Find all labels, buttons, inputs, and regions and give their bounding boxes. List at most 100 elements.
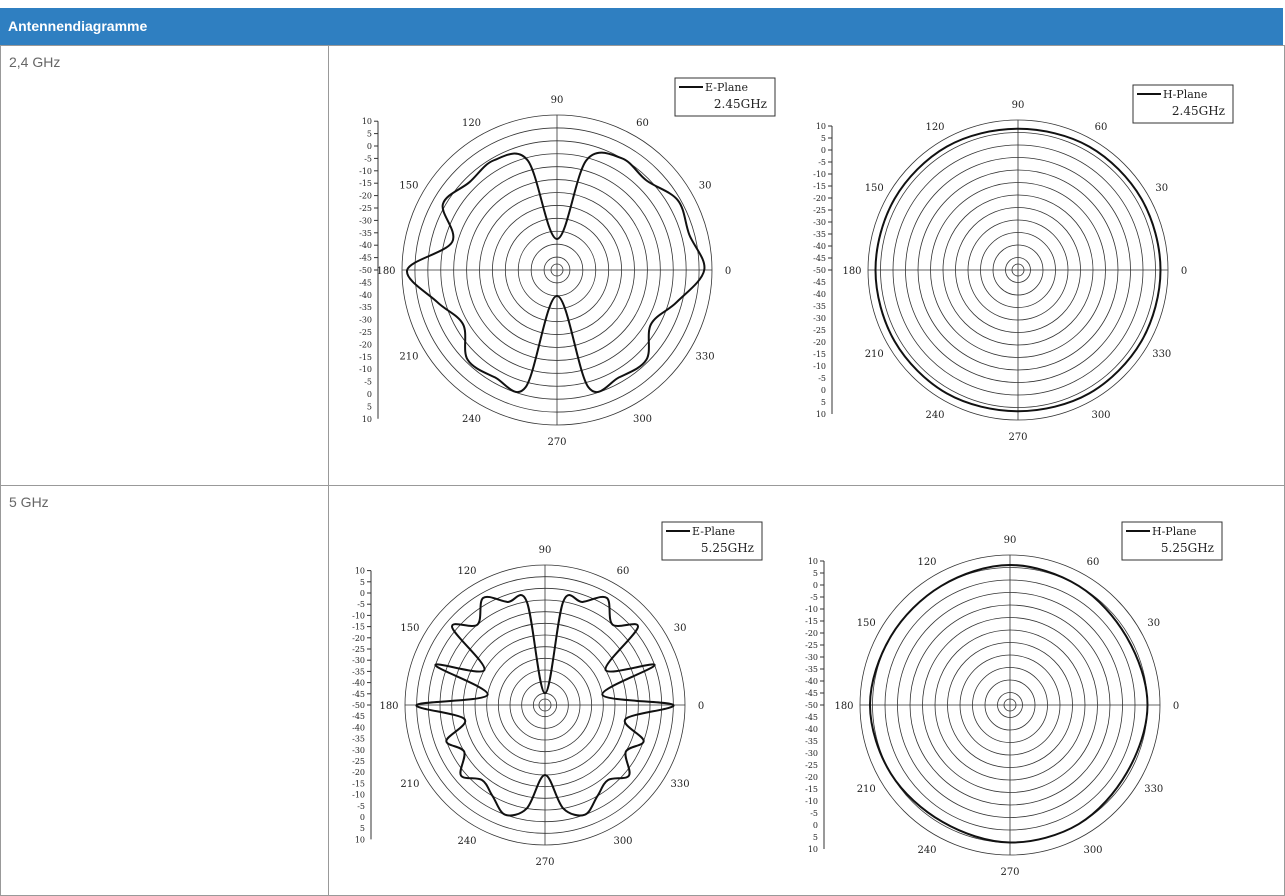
r-tick-label: -30	[813, 218, 826, 227]
r-tick-label: 10	[355, 835, 365, 844]
theta-tick-label: 60	[1087, 557, 1100, 568]
r-tick-label: -5	[810, 593, 818, 602]
theta-tick-label: 210	[865, 349, 884, 360]
r-tick-label: -25	[813, 326, 826, 335]
legend-name: E-Plane	[692, 525, 735, 538]
theta-tick-label: 30	[674, 623, 687, 634]
legend-name: E-Plane	[705, 81, 748, 94]
r-tick-label: -40	[359, 291, 372, 300]
theta-tick-label: 300	[613, 836, 632, 847]
theta-tick-label: 270	[1008, 432, 1027, 443]
r-tick-label: -30	[805, 749, 818, 758]
r-tick-label: -5	[364, 154, 372, 163]
legend-label: 5.25GHz	[701, 541, 754, 555]
theta-tick-label: 270	[535, 857, 554, 868]
theta-tick-label: 240	[462, 414, 481, 425]
r-tick-label: -10	[813, 362, 826, 371]
theta-tick-label: 240	[925, 410, 944, 421]
r-tick-label: -10	[805, 605, 818, 614]
theta-tick-label: 0	[698, 701, 704, 712]
theta-tick-label: 150	[857, 618, 876, 629]
theta-tick-label: 240	[917, 845, 936, 856]
r-tick-label: 5	[367, 130, 372, 139]
theta-tick-label: 150	[399, 181, 418, 192]
r-tick-label: 0	[360, 589, 365, 598]
theta-tick-label: 120	[462, 118, 481, 129]
r-tick-label: -20	[813, 194, 826, 203]
r-tick-label: -10	[352, 611, 365, 620]
r-tick-label: -40	[352, 679, 365, 688]
theta-tick-label: 180	[834, 701, 853, 712]
theta-tick-label: 240	[457, 836, 476, 847]
r-tick-label: -35	[359, 303, 372, 312]
pattern-line	[415, 594, 675, 817]
r-tick-label: -45	[359, 254, 372, 263]
theta-tick-label: 30	[1147, 618, 1160, 629]
r-tick-label: -35	[352, 735, 365, 744]
r-tick-label: -20	[352, 768, 365, 777]
r-tick-label: -15	[805, 617, 818, 626]
r-tick-label: -45	[352, 690, 365, 699]
pattern-line	[868, 563, 1149, 844]
r-tick-label: -35	[813, 230, 826, 239]
legend-box	[1132, 84, 1234, 124]
r-tick-label: -5	[357, 802, 365, 811]
r-tick-label: -40	[813, 242, 826, 251]
r-tick-label: -20	[359, 192, 372, 201]
theta-tick-label: 210	[399, 352, 418, 363]
r-tick-label: -30	[813, 314, 826, 323]
r-tick-label: -5	[818, 374, 826, 383]
r-tick-label: 0	[367, 390, 372, 399]
theta-tick-label: 300	[1083, 845, 1102, 856]
r-tick-label: -15	[352, 779, 365, 788]
theta-tick-label: 330	[696, 352, 715, 363]
theta-tick-label: 300	[633, 414, 652, 425]
theta-tick-label: 180	[842, 266, 861, 277]
r-tick-label: -15	[352, 623, 365, 632]
r-tick-label: -5	[357, 600, 365, 609]
r-tick-label: 10	[362, 117, 372, 126]
r-tick-label: -40	[805, 677, 818, 686]
r-tick-label: -5	[364, 378, 372, 387]
theta-tick-label: 0	[725, 266, 731, 277]
theta-tick-label: 210	[400, 779, 419, 790]
r-tick-label: 5	[367, 402, 372, 411]
r-tick-label: -15	[359, 179, 372, 188]
r-tick-label: -20	[805, 773, 818, 782]
r-tick-label: -25	[813, 206, 826, 215]
r-tick-label: -30	[352, 746, 365, 755]
r-tick-label: 10	[816, 122, 826, 131]
theta-tick-label: 120	[925, 122, 944, 133]
r-tick-label: 0	[360, 813, 365, 822]
r-tick-label: -25	[805, 761, 818, 770]
legend-box	[1121, 521, 1223, 561]
theta-tick-label: 180	[379, 701, 398, 712]
pattern-line	[874, 127, 1162, 413]
r-tick-label: -25	[805, 641, 818, 650]
r-tick-label: -5	[818, 158, 826, 167]
theta-tick-label: 330	[671, 779, 690, 790]
r-tick-label: 10	[808, 557, 818, 566]
r-tick-label: -20	[359, 340, 372, 349]
table-title: Antennendiagramme	[0, 8, 1283, 45]
theta-tick-label: 60	[617, 566, 630, 577]
r-tick-label: -50	[359, 266, 372, 275]
legend-box	[661, 521, 763, 561]
r-tick-label: 0	[813, 581, 818, 590]
theta-tick-label: 90	[1012, 100, 1025, 111]
theta-tick-label: 30	[1155, 183, 1168, 194]
r-tick-label: -40	[813, 290, 826, 299]
r-tick-label: 0	[813, 821, 818, 830]
r-tick-label: 0	[821, 386, 826, 395]
r-tick-label: -10	[805, 797, 818, 806]
r-tick-label: -35	[805, 737, 818, 746]
r-tick-label: 5	[821, 398, 826, 407]
r-tick-label: -10	[359, 167, 372, 176]
legend-name: H-Plane	[1163, 88, 1207, 101]
r-tick-label: -25	[359, 328, 372, 337]
r-tick-label: -40	[359, 241, 372, 250]
r-tick-label: -25	[352, 645, 365, 654]
legend-box	[674, 77, 776, 117]
theta-tick-label: 120	[457, 566, 476, 577]
